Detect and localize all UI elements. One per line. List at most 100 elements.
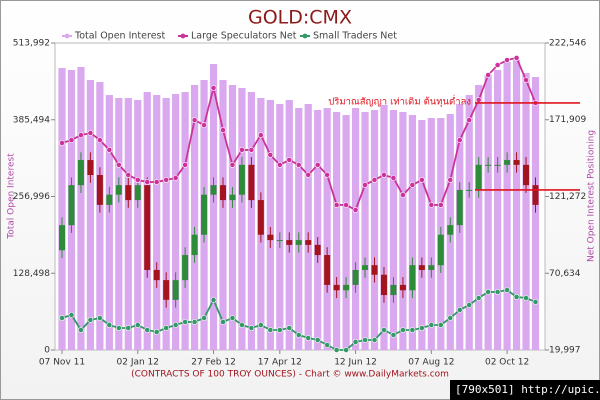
annotation: ปริมาณสัญญา เท่าเดิม ต้นทุนต่ำลง xyxy=(328,94,471,107)
x-tick-label: 27 Feb 12 xyxy=(191,358,236,368)
candle-body xyxy=(229,194,236,201)
bar xyxy=(512,60,521,351)
candle-body xyxy=(210,185,217,195)
x-tick-label: 02 Oct 12 xyxy=(485,358,529,368)
x-tick-label: 02 Jan 12 xyxy=(117,358,160,368)
bar xyxy=(351,107,360,350)
bar xyxy=(465,95,473,350)
bar xyxy=(124,98,132,350)
legend-label: Total Open Interest xyxy=(74,31,165,42)
line-point xyxy=(475,295,482,301)
line-point xyxy=(220,127,226,133)
line-point xyxy=(523,77,529,83)
candle-body xyxy=(475,164,482,190)
line-point xyxy=(229,315,236,321)
bar xyxy=(295,107,303,350)
line-point xyxy=(456,137,463,143)
bar xyxy=(314,110,322,351)
x-tick-label: 12 Jun 12 xyxy=(334,358,377,368)
line-point xyxy=(172,322,179,328)
line-point xyxy=(494,289,501,295)
bar xyxy=(475,84,483,350)
line-point xyxy=(504,287,510,293)
y2-tick-label: 121,272 xyxy=(549,192,586,202)
line-point xyxy=(485,289,492,295)
bar xyxy=(427,118,435,351)
bar xyxy=(531,76,540,350)
bar xyxy=(219,80,227,351)
candle-body xyxy=(115,185,122,195)
candle-body xyxy=(343,284,350,291)
bar xyxy=(389,110,398,351)
watermark-bg xyxy=(450,380,600,400)
candle-body xyxy=(267,234,274,241)
candle-body xyxy=(494,164,501,166)
line-point xyxy=(87,317,94,323)
candle-body xyxy=(428,265,435,270)
line-point xyxy=(172,175,179,181)
candle-body xyxy=(201,194,208,235)
line-point xyxy=(437,202,444,208)
line-point xyxy=(324,172,331,178)
x-tick-label: 07 Aug 12 xyxy=(408,358,454,368)
line-point xyxy=(305,172,312,178)
line-point xyxy=(248,147,255,153)
candle-body xyxy=(77,160,84,186)
line-point xyxy=(286,325,293,331)
candle-body xyxy=(125,185,132,201)
candle-body xyxy=(163,280,170,300)
bar xyxy=(342,115,350,350)
bar xyxy=(162,98,170,350)
line-point xyxy=(257,132,264,138)
line-point xyxy=(513,55,520,61)
line-point xyxy=(106,322,113,328)
y2-tick-label: 222,546 xyxy=(549,39,586,49)
bar xyxy=(115,98,123,350)
line-point xyxy=(59,315,65,321)
line-point xyxy=(182,162,189,168)
y2-tick-label: 171,909 xyxy=(549,115,586,125)
bar xyxy=(484,75,492,350)
line-point xyxy=(267,327,274,333)
line-point xyxy=(239,322,245,328)
bar xyxy=(238,87,246,350)
line-point xyxy=(400,327,406,333)
legend-item: Small Traders Net xyxy=(300,31,397,42)
line-point xyxy=(466,117,473,123)
line-point xyxy=(362,182,368,188)
line-point xyxy=(163,177,170,183)
line-point xyxy=(390,175,397,181)
line-point xyxy=(96,315,103,321)
line-point xyxy=(210,85,217,91)
bar xyxy=(228,84,237,350)
bar xyxy=(333,111,341,350)
candle-body xyxy=(295,240,302,245)
line-point xyxy=(371,177,378,183)
line-point xyxy=(182,319,189,325)
candle-body xyxy=(68,185,75,226)
line-point xyxy=(144,179,151,185)
bar xyxy=(247,92,255,351)
y-axis-label: Total Open Interest xyxy=(7,153,17,240)
line-point xyxy=(532,299,539,305)
candle-body xyxy=(276,240,283,242)
line-point xyxy=(87,130,94,136)
bar xyxy=(190,84,199,350)
line-point xyxy=(248,325,255,331)
bar xyxy=(209,64,218,350)
bar xyxy=(134,99,142,351)
legend-label: Large Speculators Net xyxy=(191,31,297,42)
line-point xyxy=(115,162,122,168)
line-point xyxy=(447,177,454,183)
x-tick-label: 07 Nov 11 xyxy=(39,358,85,368)
line-point xyxy=(78,327,84,333)
line-point xyxy=(305,335,312,341)
bar xyxy=(153,95,161,350)
candle-body xyxy=(532,185,539,205)
candle-body xyxy=(96,174,103,205)
candle-body xyxy=(447,225,454,235)
candle-body xyxy=(248,164,255,201)
line-point xyxy=(276,162,283,168)
line-point xyxy=(352,339,359,345)
line-point xyxy=(144,327,151,333)
